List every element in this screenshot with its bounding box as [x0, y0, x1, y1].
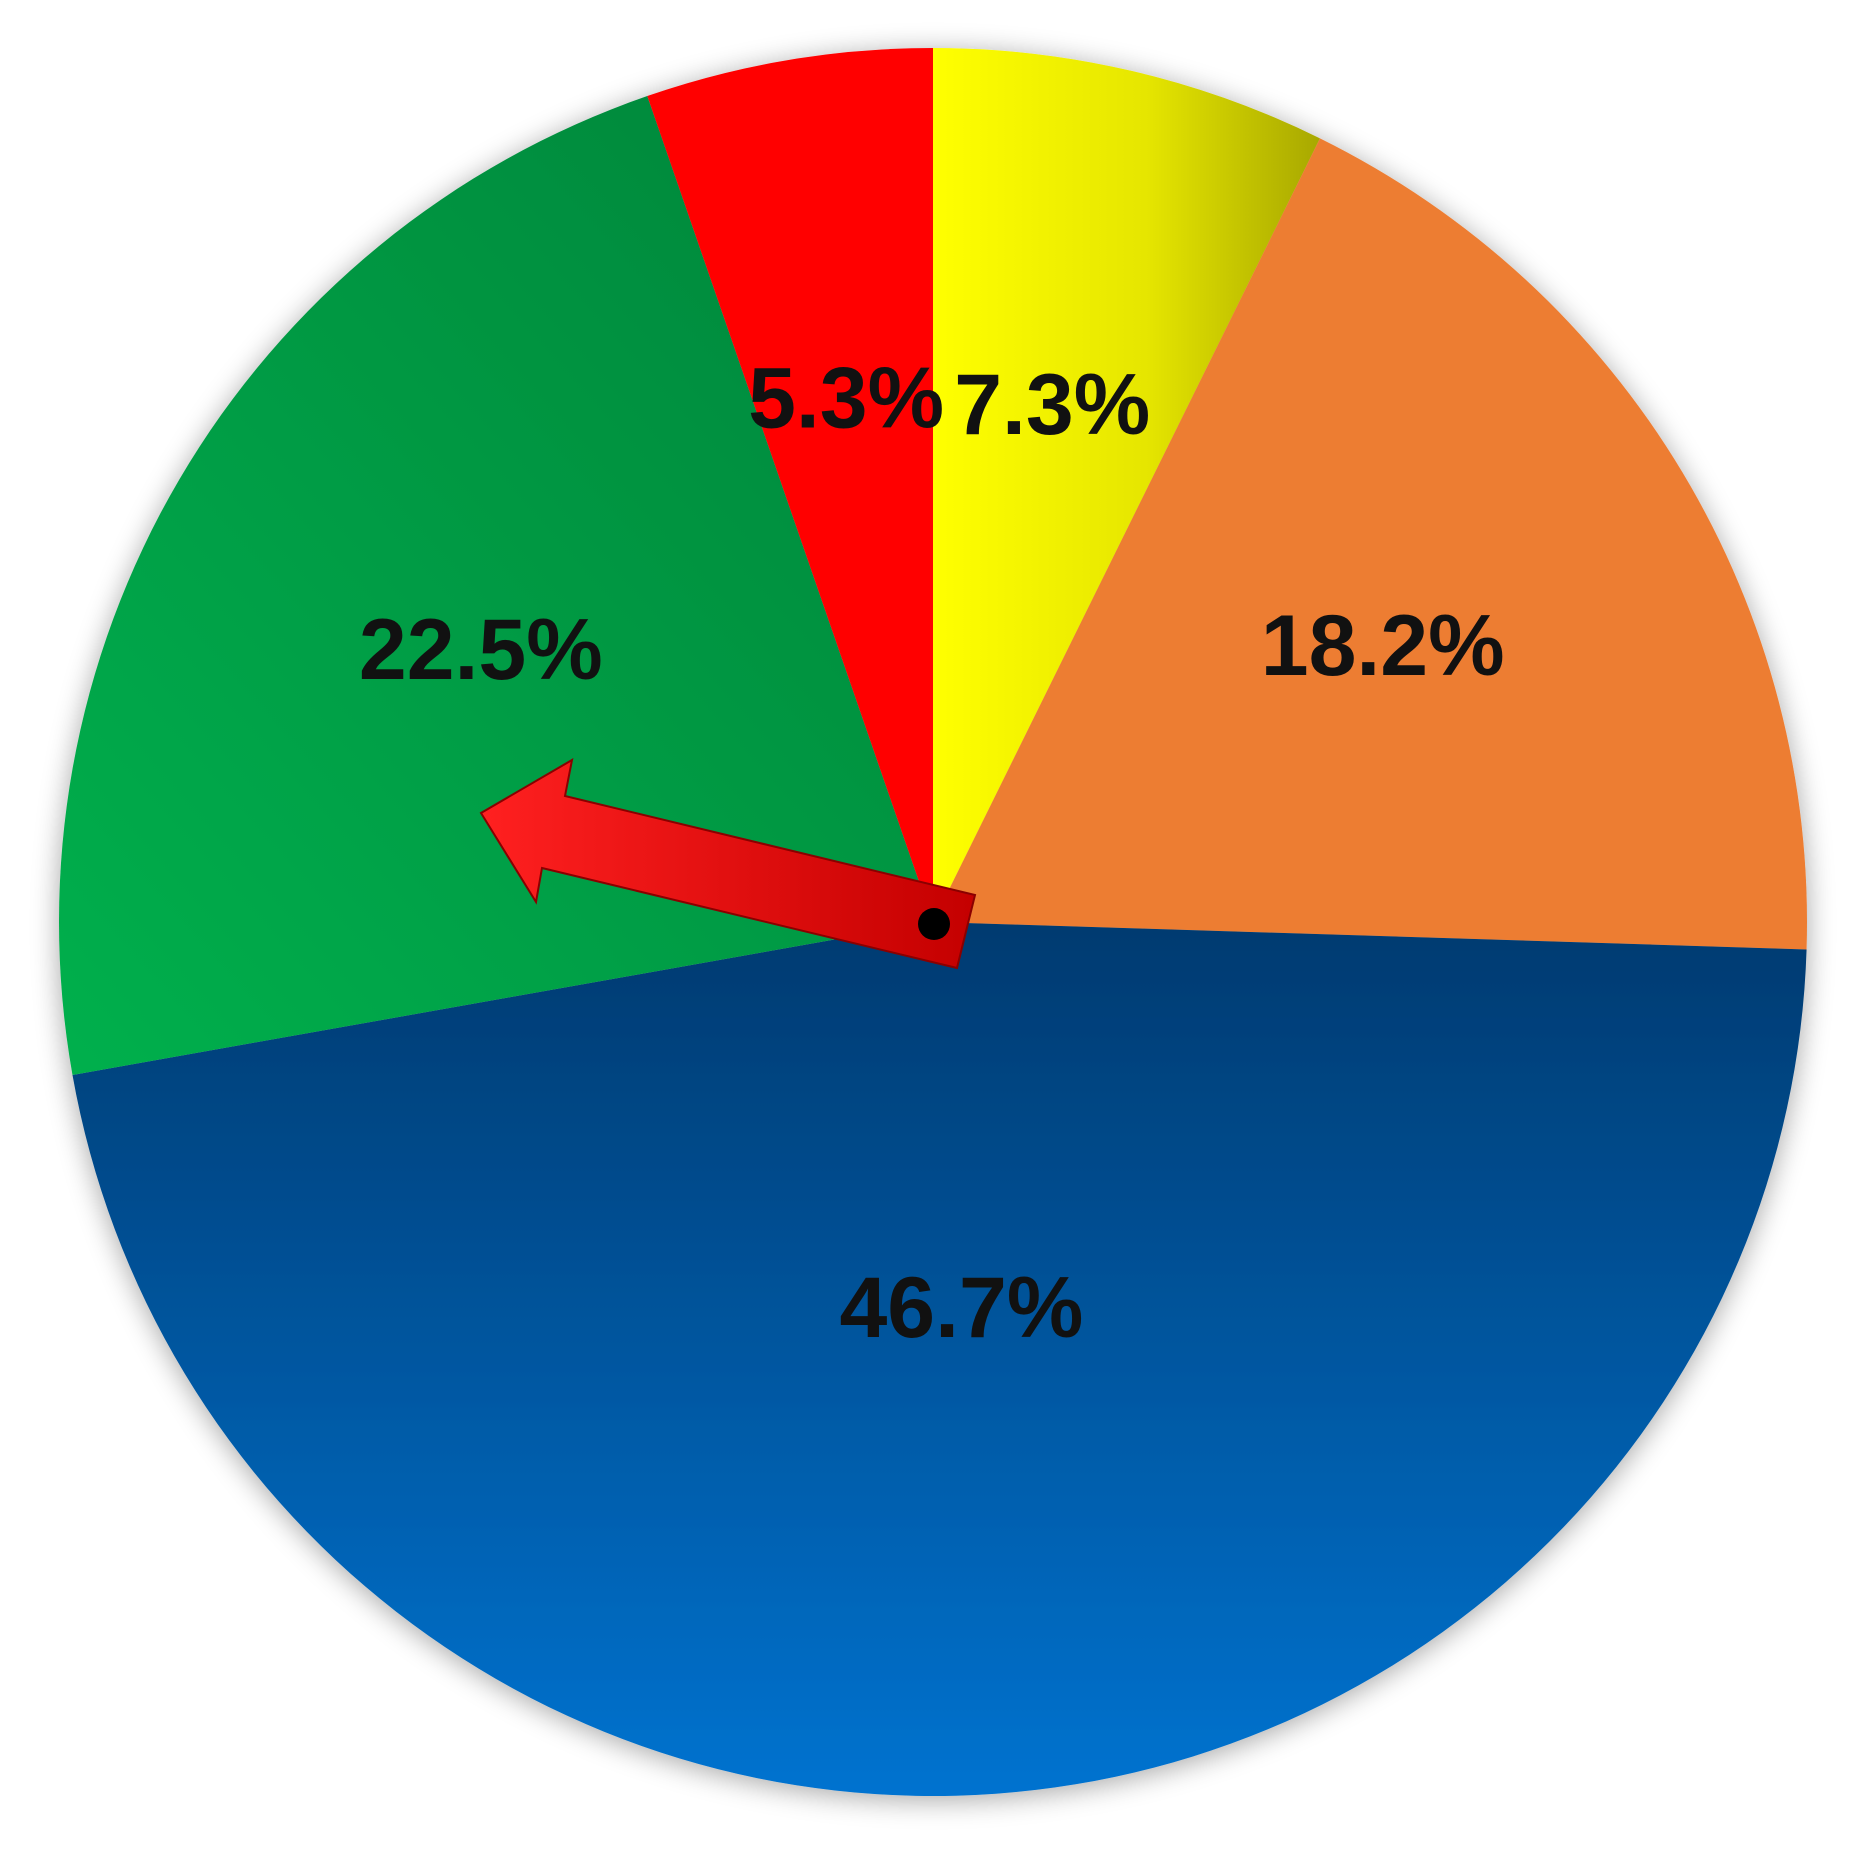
pie-slice-4: [647, 48, 933, 922]
slice-labels: 7.3% 18.2% 46.7% 22.5% 5.3%: [359, 351, 1505, 1356]
slice-label-2: 46.7%: [839, 1260, 1083, 1356]
pie-slice-0: [933, 48, 1320, 922]
pointer-arrow-shape: [479, 758, 977, 970]
slice-label-3: 22.5%: [359, 602, 603, 698]
pie-slice-2: [72, 922, 1807, 1796]
pivot-dot: [918, 908, 950, 940]
pie-group: [58, 48, 1807, 1796]
pie-slice-1: [933, 138, 1807, 950]
pointer-arrow: [479, 758, 977, 970]
pie-slice-3: [58, 96, 933, 1075]
slice-label-0: 7.3%: [954, 357, 1150, 453]
slice-label-1: 18.2%: [1261, 598, 1505, 694]
slice-label-4: 5.3%: [748, 351, 944, 447]
